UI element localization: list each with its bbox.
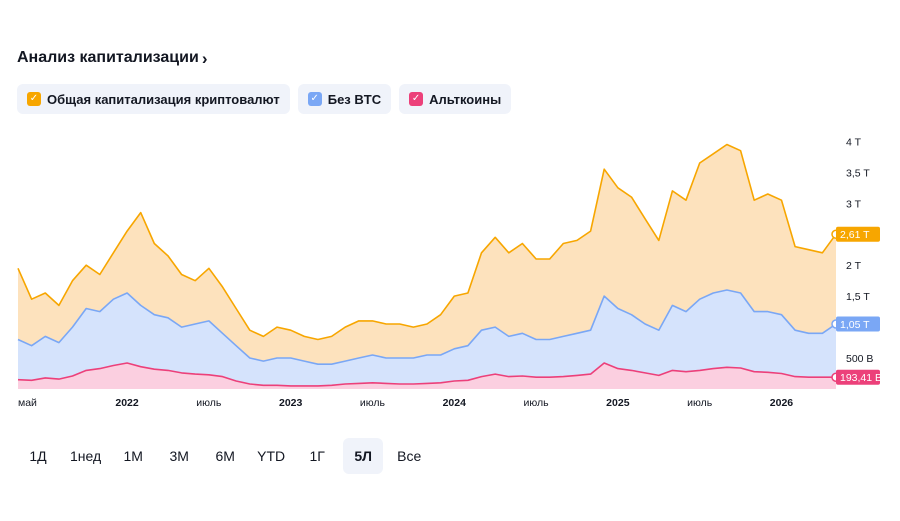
legend: ✓ Общая капитализация криптовалют ✓ Без … [17, 84, 512, 114]
range-button-3m[interactable]: 3М [169, 448, 189, 464]
y-tick-label: 2 T [846, 260, 862, 272]
y-tick-label: 4 T [846, 136, 862, 148]
range-button-ytd[interactable]: YTD [257, 448, 286, 464]
check-icon: ✓ [409, 92, 424, 106]
range-button-1d[interactable]: 1Д [29, 448, 47, 464]
legend-label: Без BTC [327, 91, 382, 107]
last-value-label: 1,05 T [840, 319, 870, 331]
x-tick-label: июль [524, 397, 550, 409]
x-tick-label: май [18, 397, 37, 409]
y-tick-label: 1,5 T [846, 291, 870, 303]
page-title-text: Анализ капитализации [17, 49, 199, 66]
y-tick-label: 500 B [846, 353, 873, 365]
range-button-6m[interactable]: 6М [215, 448, 235, 464]
last-value-badge [836, 226, 880, 242]
legend-toggle-altcoins[interactable]: ✓ Альткоины [399, 84, 512, 114]
chevron-right-icon: › [201, 48, 208, 68]
page-title[interactable]: Анализ капитализации › [17, 49, 207, 67]
last-value-label: 2,61 T [840, 229, 870, 241]
x-tick-label: 2023 [279, 397, 303, 409]
range-button-1m[interactable]: 1М [123, 448, 143, 464]
series-line-0 [17, 143, 837, 341]
x-tick-label: июль [687, 397, 713, 409]
check-icon: ✓ [307, 92, 322, 106]
series-line-1 [17, 289, 837, 365]
x-tick-label: 2022 [115, 397, 139, 409]
check-icon: ✓ [27, 92, 41, 106]
x-tick-label: июль [196, 397, 222, 409]
market-cap-chart[interactable]: 500 B1,5 T2 T2,5 T3 T3,5 T4 T2,61 T1,05 … [0, 125, 900, 415]
range-button-1y[interactable]: 1Г [309, 448, 325, 464]
series-line-2 [17, 362, 836, 387]
last-value-badge [836, 316, 880, 332]
y-tick-label: 3 T [846, 198, 862, 210]
series-area-2 [18, 363, 836, 389]
range-button-all[interactable]: Все [397, 448, 422, 464]
x-tick-label: 2024 [443, 397, 467, 409]
legend-label: Альткоины [429, 91, 502, 107]
legend-toggle-total-cap[interactable]: ✓ Общая капитализация криптовалют [17, 84, 290, 114]
range-button-1w[interactable]: 1нед [70, 448, 102, 464]
legend-label: Общая капитализация криптовалют [47, 91, 280, 107]
last-value-label: 193,41 B [840, 372, 882, 384]
x-tick-label: июль [360, 397, 386, 409]
x-tick-label: 2026 [770, 397, 794, 409]
legend-toggle-without-btc[interactable]: ✓ Без BTC [297, 84, 392, 114]
range-selector: 1Д 1нед 1М 3М 6М YTD 1Г 5Л Все [18, 438, 429, 474]
last-value-badge [836, 369, 880, 385]
x-tick-label: 2025 [606, 397, 630, 409]
y-tick-label: 3,5 T [846, 167, 870, 179]
range-button-5y[interactable]: 5Л [343, 438, 384, 474]
